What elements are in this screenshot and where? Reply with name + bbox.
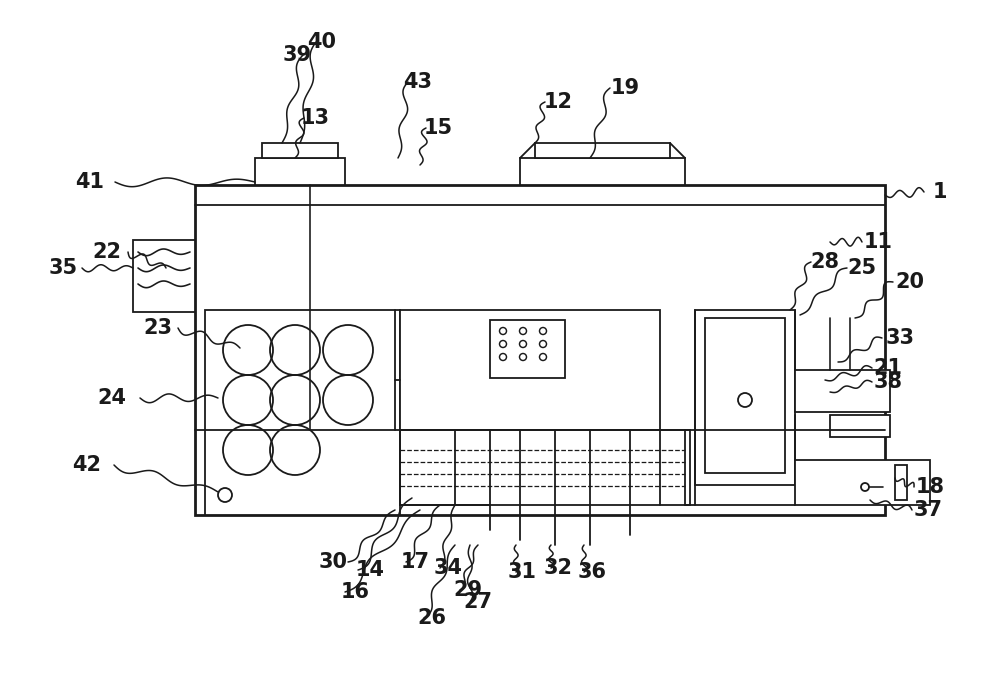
Text: 24: 24 [98, 388, 126, 408]
Bar [133, 240, 195, 312]
Bar [520, 158, 685, 185]
Bar [795, 460, 930, 505]
Bar [705, 318, 785, 473]
Text: 17: 17 [400, 552, 430, 572]
Bar [400, 430, 690, 505]
Text: 26: 26 [418, 608, 446, 628]
Bar [490, 320, 565, 378]
Text: 34: 34 [434, 558, 462, 578]
Text: 29: 29 [453, 580, 483, 600]
Bar [795, 370, 890, 412]
Text: 33: 33 [886, 328, 914, 348]
Text: 35: 35 [48, 258, 78, 278]
Text: 16: 16 [340, 582, 370, 602]
Text: 20: 20 [896, 272, 924, 292]
Bar [400, 310, 660, 430]
Bar [195, 185, 885, 515]
Text: 1: 1 [933, 182, 947, 202]
Text: 15: 15 [423, 118, 453, 138]
Text: 12: 12 [544, 92, 572, 112]
Text: 14: 14 [356, 560, 384, 580]
Bar [695, 310, 795, 485]
Text: 13: 13 [300, 108, 330, 128]
Text: 39: 39 [282, 45, 312, 65]
Text: 42: 42 [72, 455, 102, 475]
Text: 31: 31 [508, 562, 536, 582]
Text: 32: 32 [544, 558, 572, 578]
Text: 30: 30 [318, 552, 348, 572]
Text: 22: 22 [92, 242, 122, 262]
Text: 27: 27 [464, 592, 492, 612]
Text: 11: 11 [864, 232, 893, 252]
Text: 43: 43 [404, 72, 432, 92]
Text: 28: 28 [810, 252, 840, 272]
Text: 19: 19 [610, 78, 640, 98]
Bar [895, 465, 907, 500]
Text: 18: 18 [916, 477, 944, 497]
Text: 23: 23 [144, 318, 173, 338]
Text: 25: 25 [847, 258, 877, 278]
Bar [205, 310, 400, 515]
Text: 41: 41 [76, 172, 104, 192]
Text: 40: 40 [308, 32, 336, 52]
Text: 38: 38 [874, 372, 902, 392]
Bar [262, 143, 338, 158]
Text: 21: 21 [874, 358, 902, 378]
Bar [535, 143, 670, 158]
Bar [255, 158, 345, 185]
Text: 37: 37 [914, 500, 942, 520]
Text: 36: 36 [578, 562, 606, 582]
Bar [830, 415, 890, 437]
